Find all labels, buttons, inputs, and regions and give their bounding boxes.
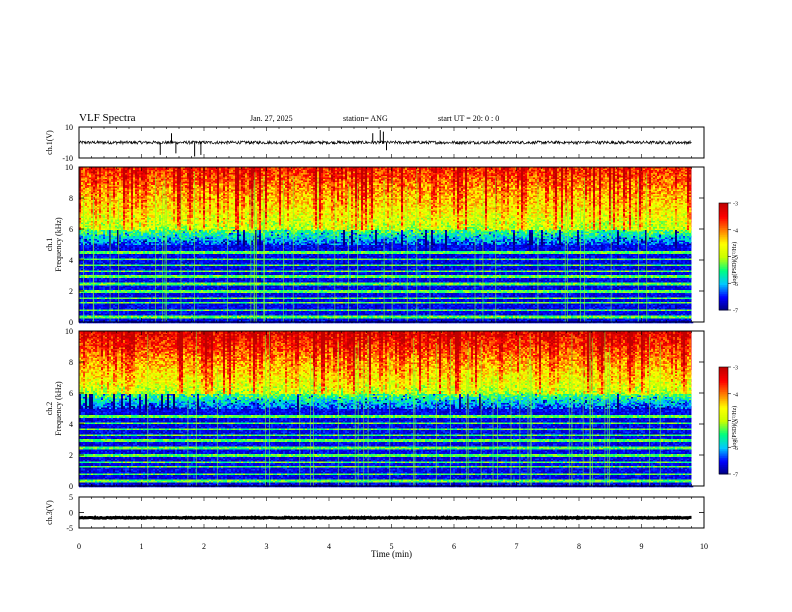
ch3-voltage-line	[79, 517, 692, 518]
x-tick-label: 0	[77, 542, 81, 551]
y-tick-label: -5	[66, 524, 73, 533]
y-tick-label: 6	[69, 225, 73, 234]
y-tick-label: 0	[69, 509, 73, 518]
x-tick-label: 2	[202, 542, 206, 551]
x-tick-label: 3	[265, 542, 269, 551]
y-tick-label: 4	[69, 256, 73, 265]
colorbar-label: log(PSD)(V²/Hz)	[731, 242, 738, 283]
no-data-region	[692, 167, 705, 322]
y-tick-label: 2	[69, 451, 73, 460]
colorbar-tick-label: -4	[733, 228, 738, 234]
y-axis-label: Frequency (kHz)	[54, 381, 63, 436]
y-tick-label: -10	[62, 154, 73, 163]
y-tick-label: 10	[65, 327, 73, 336]
x-tick-label: 8	[577, 542, 581, 551]
y-tick-label: 8	[69, 358, 73, 367]
ch3-voltage-panel	[79, 497, 704, 528]
colorbar-tick-label: -7	[733, 309, 738, 315]
y-tick-label: 2	[69, 287, 73, 296]
y-tick-label: 4	[69, 420, 73, 429]
ch1-spectrogram	[79, 167, 693, 323]
ch1-voltage-line	[79, 141, 692, 144]
y-tick-label: 6	[69, 389, 73, 398]
x-tick-label: 4	[327, 542, 331, 551]
y-tick-label: 8	[69, 194, 73, 203]
y-axis-label: ch.2	[45, 402, 54, 416]
y-tick-label: 0	[69, 318, 73, 327]
x-tick-label: 9	[640, 542, 644, 551]
y-tick-label: 10	[65, 163, 73, 172]
y-axis-label: Frequency (kHz)	[54, 217, 63, 272]
colorbar-tick-label: -3	[733, 202, 738, 208]
x-tick-label: 6	[452, 542, 456, 551]
y-axis-label: ch.3(V)	[45, 500, 54, 525]
x-tick-label: 1	[140, 542, 144, 551]
y-axis-label: ch.1	[45, 238, 54, 252]
y-tick-label: 0	[69, 482, 73, 491]
x-tick-label: 10	[700, 542, 708, 551]
colorbar-tick-label: -3	[733, 366, 738, 372]
y-tick-label: 5	[69, 493, 73, 502]
colorbar-tick-label: -7	[733, 473, 738, 479]
colorbar-tick-label: -4	[733, 392, 738, 398]
x-axis-label: Time (min)	[371, 549, 412, 559]
x-tick-label: 7	[515, 542, 519, 551]
ch2-spectrogram	[79, 331, 693, 487]
y-axis-label: ch.1(V)	[45, 130, 54, 155]
colorbar-label: log(PSD)(V²/Hz)	[731, 406, 738, 447]
no-data-region	[692, 331, 705, 486]
y-tick-label: 10	[65, 123, 73, 132]
